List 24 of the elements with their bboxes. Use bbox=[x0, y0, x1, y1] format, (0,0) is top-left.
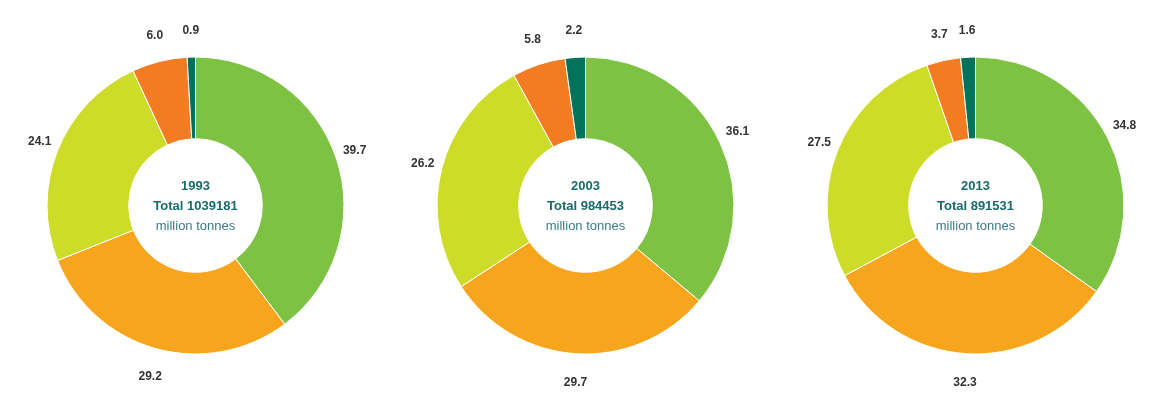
text: Total 1039181 bbox=[153, 198, 238, 213]
data-label: 24.1 bbox=[27, 133, 52, 148]
data-label: 36.1 bbox=[725, 124, 750, 139]
data-label: 5.8 bbox=[524, 31, 542, 46]
data-label: 34.8 bbox=[1112, 118, 1137, 133]
data-label: 6.0 bbox=[146, 27, 164, 42]
data-label: 27.5 bbox=[807, 134, 832, 149]
data-label: 29.7 bbox=[563, 375, 588, 390]
data-label: 2.2 bbox=[565, 22, 583, 37]
text: Total 891531 bbox=[936, 198, 1015, 213]
data-label: 0.9 bbox=[182, 22, 200, 37]
text: Total 984453 bbox=[546, 198, 625, 213]
data-label: 29.2 bbox=[138, 368, 163, 383]
text: million tonnes bbox=[935, 218, 1016, 234]
text: million tonnes bbox=[155, 218, 236, 234]
data-label: 26.2 bbox=[411, 156, 435, 171]
text: million tonnes bbox=[545, 218, 626, 234]
data-label: 3.7 bbox=[931, 26, 949, 41]
text: 1993 bbox=[181, 177, 210, 193]
data-label: 32.3 bbox=[953, 375, 977, 390]
data-label: 1.6 bbox=[958, 22, 976, 37]
text: 2003 bbox=[571, 177, 600, 193]
data-label: 39.7 bbox=[342, 143, 367, 158]
text: 2013 bbox=[961, 177, 990, 193]
